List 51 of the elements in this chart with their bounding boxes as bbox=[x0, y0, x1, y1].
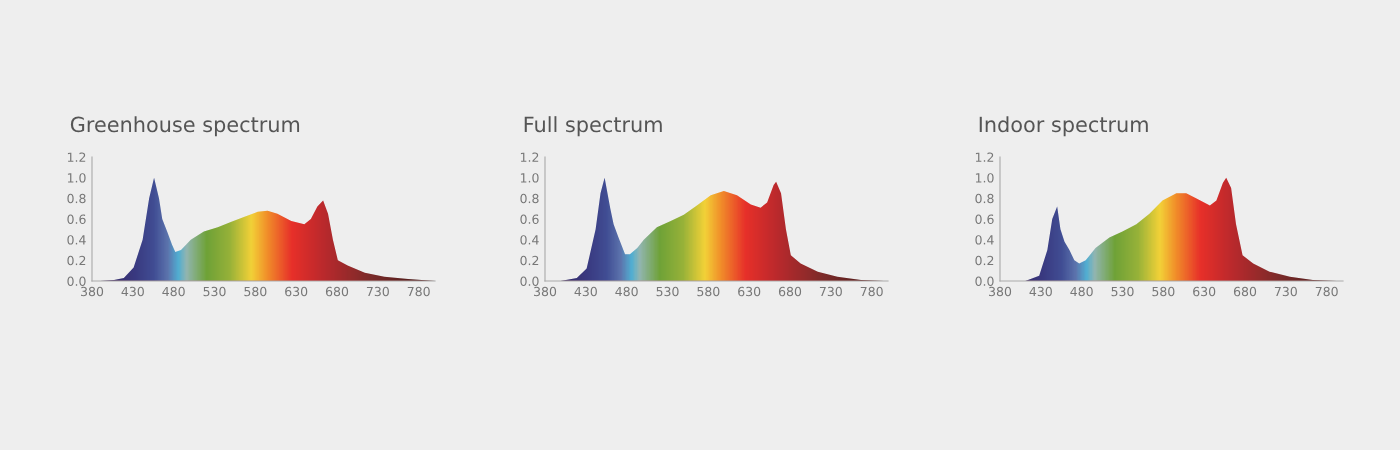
x-tick-label: 680 bbox=[1233, 286, 1257, 297]
y-tick-label: 0.8 bbox=[67, 193, 86, 204]
y-tick-label: 0.4 bbox=[520, 235, 539, 245]
chart-title: Full spectrum bbox=[524, 116, 662, 137]
y-tick-label: 1.2 bbox=[67, 152, 86, 162]
chart-title: Indoor spectrum bbox=[979, 116, 1148, 137]
y-tick-label: 1.2 bbox=[520, 152, 539, 162]
x-tick-label: 630 bbox=[285, 286, 308, 297]
x-tick-label: 680 bbox=[778, 286, 802, 297]
x-tick-label: 530 bbox=[203, 286, 226, 297]
y-tick-label: 0.2 bbox=[520, 255, 539, 266]
x-tick-label: 480 bbox=[1070, 286, 1093, 297]
x-tick-label: 780 bbox=[860, 286, 883, 297]
y-tick-label: 0.4 bbox=[67, 235, 86, 245]
y-tick-label: 0.0 bbox=[67, 276, 86, 286]
x-tick-label: 580 bbox=[244, 286, 267, 297]
x-tick-label: 730 bbox=[819, 286, 842, 297]
x-tick-label: 430 bbox=[121, 286, 144, 297]
y-tick-label: 0.0 bbox=[975, 276, 994, 286]
y-tick-label: 0.2 bbox=[975, 255, 994, 266]
y-tick-label: 1.0 bbox=[67, 173, 86, 183]
y-tick-label: 1.2 bbox=[975, 152, 994, 162]
y-tick-label: 1.0 bbox=[975, 173, 994, 183]
x-tick-label: 380 bbox=[534, 286, 557, 297]
x-tick-label: 430 bbox=[574, 286, 597, 297]
x-tick-label: 580 bbox=[1152, 286, 1175, 297]
y-tick-label: 0.4 bbox=[975, 235, 994, 245]
x-tick-label: 730 bbox=[366, 286, 389, 297]
y-tick-label: 0.2 bbox=[67, 255, 86, 266]
x-tick-label: 780 bbox=[1315, 286, 1338, 297]
x-tick-label: 380 bbox=[989, 286, 1012, 297]
y-tick-label: 0.6 bbox=[520, 214, 539, 224]
y-tick-label: 1.0 bbox=[520, 173, 539, 183]
y-tick-label: 0.6 bbox=[975, 214, 994, 224]
y-tick-label: 0.0 bbox=[520, 276, 539, 286]
x-tick-label: 380 bbox=[81, 286, 104, 297]
x-tick-label: 730 bbox=[1274, 286, 1297, 297]
x-tick-label: 630 bbox=[1193, 286, 1216, 297]
x-tick-label: 530 bbox=[1111, 286, 1134, 297]
x-tick-label: 630 bbox=[738, 286, 761, 297]
x-tick-label: 530 bbox=[656, 286, 679, 297]
y-tick-label: 0.6 bbox=[67, 214, 86, 224]
x-tick-label: 680 bbox=[325, 286, 349, 297]
x-tick-label: 430 bbox=[1029, 286, 1052, 297]
y-tick-label: 0.8 bbox=[520, 193, 539, 204]
x-tick-label: 480 bbox=[615, 286, 638, 297]
x-tick-label: 480 bbox=[162, 286, 185, 297]
y-tick-label: 0.8 bbox=[975, 193, 994, 204]
chart-title: Greenhouse spectrum bbox=[70, 116, 300, 137]
x-tick-label: 580 bbox=[697, 286, 720, 297]
x-tick-label: 780 bbox=[407, 286, 430, 297]
